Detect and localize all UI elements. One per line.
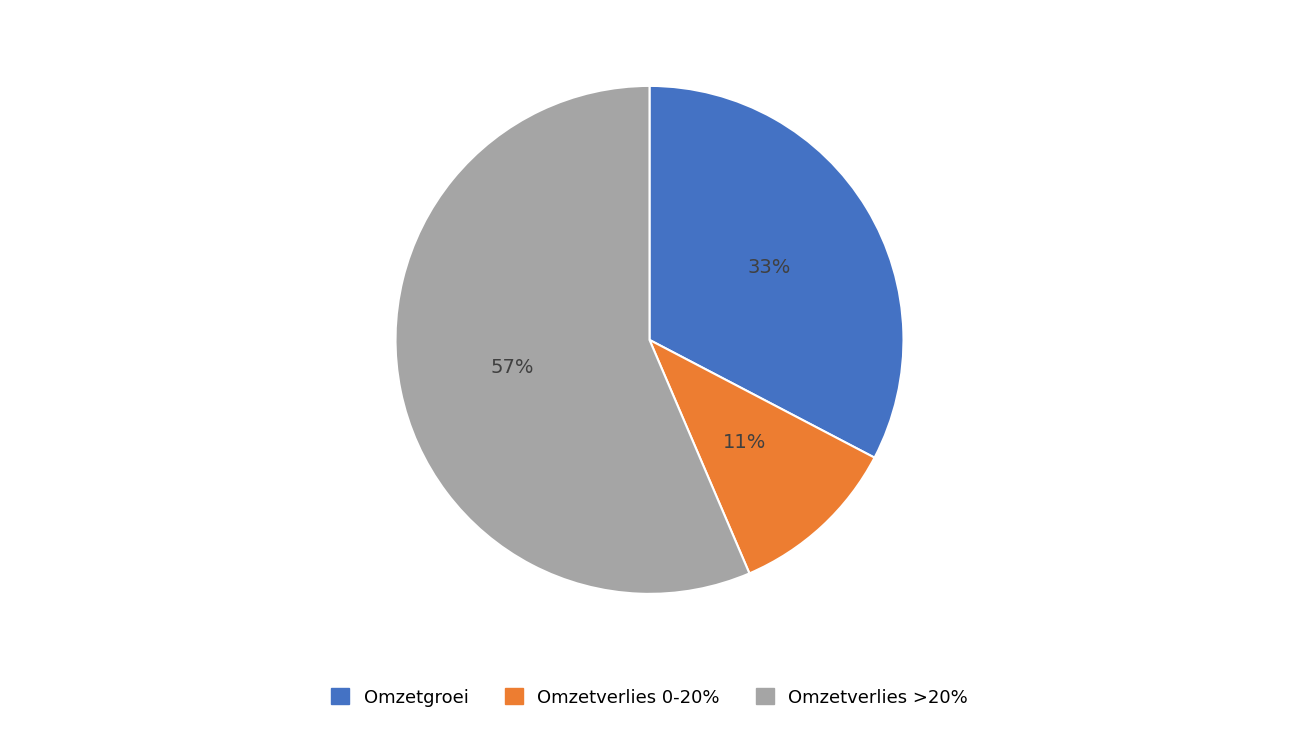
- Wedge shape: [650, 340, 874, 574]
- Legend: Omzetgroei, Omzetverlies 0-20%, Omzetverlies >20%: Omzetgroei, Omzetverlies 0-20%, Omzetver…: [322, 679, 977, 716]
- Text: 33%: 33%: [747, 258, 791, 277]
- Text: 11%: 11%: [722, 433, 766, 452]
- Text: 57%: 57%: [491, 359, 534, 377]
- Wedge shape: [395, 86, 750, 594]
- Wedge shape: [650, 86, 904, 458]
